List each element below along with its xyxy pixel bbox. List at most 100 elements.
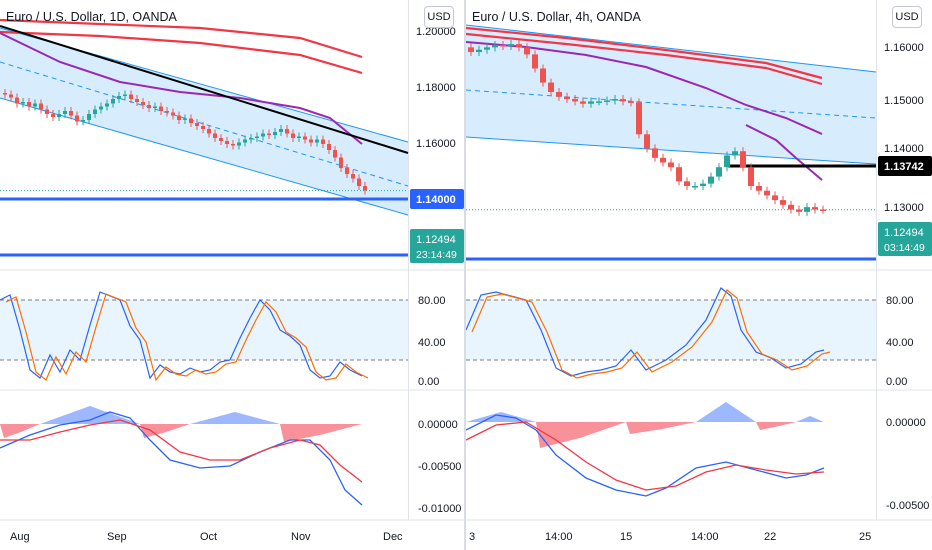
chart-title: Euro / U.S. Dollar, 4h, OANDA (472, 10, 641, 24)
candle (351, 174, 355, 179)
candle (620, 99, 626, 102)
candle (564, 96, 570, 100)
candle (532, 54, 538, 69)
candle (327, 144, 331, 150)
time-tick-label: 25 (859, 531, 871, 543)
candle (165, 111, 169, 113)
candle (159, 106, 163, 111)
candle (3, 93, 7, 95)
candle (716, 167, 722, 177)
macd-histogram-negative (536, 422, 626, 448)
stochastic-tick-label: 80.00 (418, 295, 446, 307)
candle (580, 101, 586, 104)
candle (297, 136, 301, 138)
chart-canvas-4h[interactable]: 1.16000 1.15000 1.14000 1.13000 1.13742 1.124… (466, 0, 932, 550)
candle (171, 112, 175, 116)
candle (596, 101, 602, 103)
candle (69, 111, 73, 116)
candle (788, 204, 794, 210)
macd-histogram-positive (466, 412, 536, 422)
currency-button[interactable]: USD (892, 6, 922, 28)
time-tick-label: Aug (10, 531, 30, 543)
macd-signal-line (0, 419, 363, 483)
candle (644, 134, 650, 149)
chart-canvas-daily[interactable]: 1.16000 1.18000 1.20000 1.14000 1.12494 23:14… (0, 0, 466, 550)
channel-upper-line (466, 24, 877, 73)
macd-histogram-negative (626, 422, 696, 434)
moving-average-red (466, 32, 823, 86)
candle (780, 200, 786, 205)
candle (195, 123, 199, 126)
panel-divider[interactable] (464, 0, 466, 550)
candle (468, 47, 474, 53)
macd-tick-label: -0.01000 (418, 503, 461, 515)
candle (357, 178, 361, 186)
stochastic-tick-label: 0.00 (418, 376, 439, 388)
chart-panel-4h[interactable]: 1.16000 1.15000 1.14000 1.13000 1.13742 1.124… (466, 0, 932, 550)
candle (213, 133, 217, 138)
candle (9, 94, 13, 98)
candle (93, 109, 97, 114)
macd-tick-label: 0.00000 (886, 417, 926, 429)
moving-average-red (0, 30, 363, 75)
macd-tick-label: -0.00500 (418, 461, 461, 473)
chart-title: Euro / U.S. Dollar, 1D, OANDA (6, 10, 177, 24)
candle (309, 139, 313, 143)
stochastic-tick-label: 80.00 (886, 295, 914, 307)
candle (99, 106, 103, 110)
candle (708, 176, 714, 184)
macd-tick-label: -0.00500 (886, 500, 929, 512)
stochastic-tick-label: 0.00 (886, 376, 907, 388)
candle (129, 94, 133, 99)
candle (255, 136, 259, 138)
moving-average-red (0, 18, 363, 59)
candle (27, 102, 31, 107)
moving-average-purple (466, 41, 823, 135)
candle (812, 207, 818, 210)
candle (748, 167, 754, 186)
price-tick-label: 1.13000 (884, 202, 924, 214)
regression-channel-fill (466, 25, 876, 164)
stochastic-d-line (471, 289, 831, 379)
stochastic-d-line (5, 293, 369, 382)
price-tick-label: 1.18000 (416, 82, 456, 94)
macd-histogram-negative (140, 424, 190, 438)
candle (540, 68, 546, 83)
candle (105, 103, 109, 107)
candle (153, 106, 157, 108)
candle (572, 99, 578, 102)
candle (285, 129, 289, 134)
candle (612, 99, 618, 101)
candle (219, 138, 223, 141)
candle (660, 157, 666, 163)
channel-mid-line (466, 89, 877, 119)
macd-histogram-positive (40, 406, 140, 424)
currency-button[interactable]: USD (424, 6, 454, 28)
macd-histogram-negative (756, 422, 796, 430)
chart-panel-daily[interactable]: 1.16000 1.18000 1.20000 1.14000 1.12494 23:14… (0, 0, 466, 550)
level-tag-label: 1.13742 (884, 161, 924, 173)
candle (87, 114, 91, 120)
last-price-label: 1.12494 (884, 227, 924, 239)
candle (57, 114, 61, 117)
macd-histogram-negative (280, 424, 362, 442)
stochastic-tick-label: 40.00 (886, 337, 914, 349)
candle (684, 181, 690, 186)
price-tick-label: 1.16000 (884, 42, 924, 54)
candle (279, 129, 283, 132)
candle (339, 157, 343, 168)
candle (524, 47, 530, 55)
level-tag (410, 189, 464, 209)
channel-lower-line (0, 97, 409, 216)
candle (243, 139, 247, 143)
trend-line (0, 25, 409, 154)
macd-histogram-positive (796, 416, 824, 422)
candle (764, 190, 770, 196)
candle (476, 49, 482, 53)
candle (484, 47, 490, 50)
macd-tick-label: 0.00000 (418, 419, 458, 431)
candle (21, 102, 25, 104)
candle (189, 118, 193, 123)
moving-average-red (466, 26, 823, 80)
